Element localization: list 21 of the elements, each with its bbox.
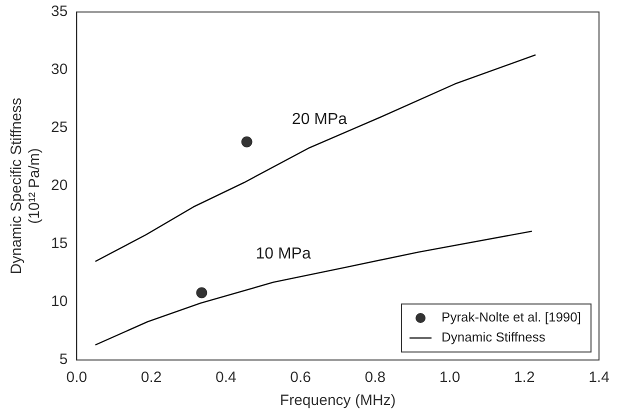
annotation: 20 MPa [292, 111, 348, 128]
x-tick-label: 0.2 [140, 369, 162, 386]
y-tick-label: 5 [59, 351, 68, 368]
y-axis-title: Dynamic Specific Stiffness (10¹² Pa/m) [8, 98, 44, 274]
annotation: 10 MPa [256, 246, 311, 263]
x-tick-label: 0.0 [66, 369, 88, 386]
x-tick-label: 1.0 [439, 369, 460, 386]
x-tick-label: 0.8 [364, 369, 386, 386]
x-tick-label: 0.6 [290, 369, 311, 386]
x-tick-label: 1.2 [514, 369, 535, 386]
legend-label: Dynamic Stiffness [442, 330, 546, 345]
x-tick-label: 1.4 [588, 369, 610, 386]
y-tick-label: 25 [50, 119, 68, 136]
y-tick-label: 10 [50, 293, 68, 310]
y-tick-label: 30 [50, 61, 68, 78]
y-tick-label: 20 [50, 177, 68, 194]
x-axis-title: Frequency (MHz) [280, 392, 396, 410]
y-tick-label: 15 [50, 235, 68, 252]
y-tick-label: 35 [50, 3, 68, 20]
x-tick-label: 0.4 [215, 369, 236, 386]
legend-label: Pyrak-Nolte et al. [1990] [442, 310, 582, 325]
